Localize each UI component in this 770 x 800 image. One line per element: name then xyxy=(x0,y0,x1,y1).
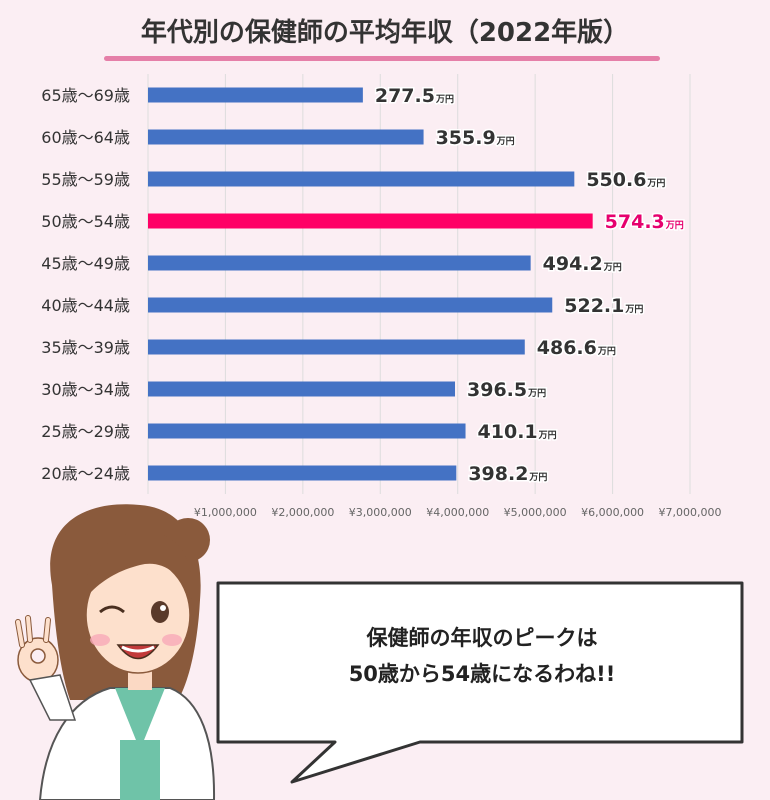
data-label-unit: 万円 xyxy=(528,472,547,483)
data-label-unit: 万円 xyxy=(435,94,454,105)
data-label-unit: 万円 xyxy=(527,388,546,399)
data-label-unit: 万円 xyxy=(624,304,643,315)
data-label-unit: 万円 xyxy=(597,346,616,357)
data-label-unit: 万円 xyxy=(496,136,515,147)
category-label: 50歳～54歳 xyxy=(41,212,130,231)
nurse-illustration xyxy=(15,504,216,800)
x-tick-label: ¥2,000,000 xyxy=(271,506,334,519)
data-label-unit: 万円 xyxy=(665,220,684,231)
bar xyxy=(148,129,424,145)
bar xyxy=(148,297,553,313)
bar xyxy=(148,213,593,229)
category-label: 20歳～24歳 xyxy=(41,464,130,483)
chart-title: 年代別の保健師の平均年収（2022年版） xyxy=(140,18,630,48)
category-label: 30歳～34歳 xyxy=(41,380,130,399)
data-label: 277.5万円 xyxy=(375,85,454,107)
speech-line-1: 保健師の年収のピークは xyxy=(366,626,598,650)
x-tick-label: ¥6,000,000 xyxy=(581,506,644,519)
x-tick-label: ¥7,000,000 xyxy=(659,506,722,519)
bar xyxy=(148,465,457,481)
bar xyxy=(148,171,575,187)
speech-bubble xyxy=(216,581,744,784)
data-label-unit: 万円 xyxy=(646,178,665,189)
x-tick-label: ¥5,000,000 xyxy=(504,506,567,519)
data-label-unit: 万円 xyxy=(538,430,557,441)
data-label: 355.9万円 xyxy=(436,127,515,149)
bar xyxy=(148,339,525,355)
title-underline xyxy=(104,56,660,61)
category-label: 60歳～64歳 xyxy=(41,128,130,147)
category-label: 25歳～29歳 xyxy=(41,422,130,441)
bar-chart: ¥0¥1,000,000¥2,000,000¥3,000,000¥4,000,0… xyxy=(41,74,722,519)
bar xyxy=(148,423,466,439)
x-tick-label: ¥3,000,000 xyxy=(349,506,412,519)
category-label: 35歳～39歳 xyxy=(41,338,130,357)
data-label: 396.5万円 xyxy=(467,379,546,401)
category-label: 45歳～49歳 xyxy=(41,254,130,273)
data-label: 494.2万円 xyxy=(543,253,622,275)
speech-line-2: 50歳から54歳になるわね!! xyxy=(348,662,616,686)
bar xyxy=(148,255,531,271)
speech-bubble-text: 保健師の年収のピークは 50歳から54歳になるわね!! xyxy=(222,620,742,692)
x-tick-label: ¥1,000,000 xyxy=(194,506,257,519)
bar xyxy=(148,87,363,103)
data-label: 398.2万円 xyxy=(468,463,547,485)
category-label: 65歳～69歳 xyxy=(41,86,130,105)
bar xyxy=(148,381,456,397)
x-tick-label: ¥4,000,000 xyxy=(426,506,489,519)
category-label: 55歳～59歳 xyxy=(41,170,130,189)
data-label-unit: 万円 xyxy=(603,262,622,273)
category-label: 40歳～44歳 xyxy=(41,296,130,315)
